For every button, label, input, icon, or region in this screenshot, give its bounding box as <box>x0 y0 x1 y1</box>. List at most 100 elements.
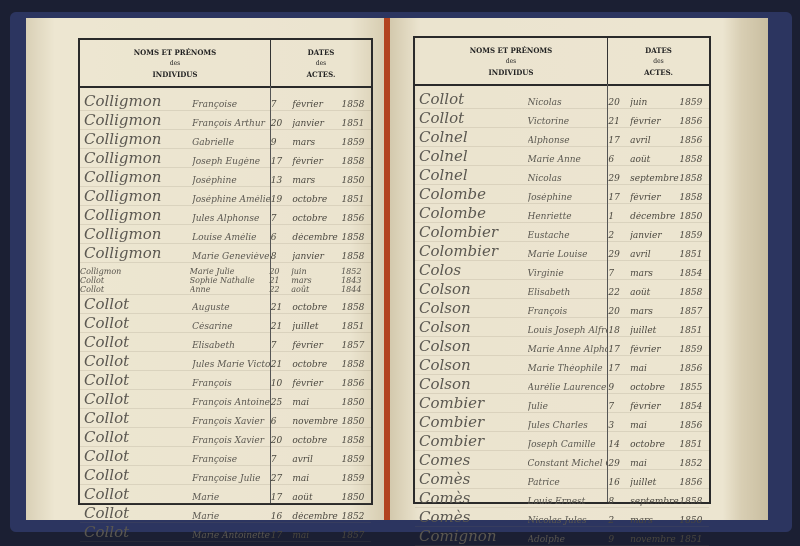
entry-day: 2 <box>608 231 615 241</box>
entry-surname: Colos <box>419 261 462 279</box>
entry-year: 1858 <box>341 436 365 446</box>
table-row: Colnel Alphonse 17 avril 1856 <box>415 128 709 147</box>
entry-surname: Collot <box>84 371 130 389</box>
entry-given: François Xavier <box>192 417 264 427</box>
names-header: NOMS ET PRÉNOMS des INDIVIDUS <box>80 40 271 86</box>
entry-year: 1852 <box>679 459 703 469</box>
entry-month: mars <box>291 276 312 285</box>
entry-year: 1850 <box>341 493 365 503</box>
entry-day: 16 <box>608 478 620 488</box>
table-row: Colos Virginie 7 mars 1854 <box>415 261 709 280</box>
entry-surname: Collot <box>84 390 130 408</box>
entry-month: octobre <box>292 303 328 313</box>
entry-year: 1857 <box>679 307 703 317</box>
table-row: Combier Jules Charles 3 mai 1856 <box>415 413 709 432</box>
entry-day: 6 <box>270 233 277 243</box>
entry-surname: Collot <box>419 90 465 108</box>
entry-surname: Combier <box>419 413 485 431</box>
entry-day: 7 <box>270 214 277 224</box>
table-row: Combier Joseph Camille 14 octobre 1851 <box>415 432 709 451</box>
entry-month: février <box>292 379 323 389</box>
entries-left: Colligmon Françoise 7 février 1858 Colligmon F… <box>80 92 371 542</box>
entry-day: 13 <box>270 176 283 186</box>
entry-surname: Collot <box>84 314 130 332</box>
entry-year: 1850 <box>341 176 365 186</box>
entry-month: octobre <box>630 383 665 393</box>
entry-month: octobre <box>630 440 665 450</box>
entry-given: Marie Anne Alphonsine <box>527 345 609 355</box>
table-row: Colnel Marie Anne 6 août 1858 <box>415 147 709 166</box>
entry-given: Françoise <box>192 455 238 465</box>
entry-given: Marie <box>192 493 220 503</box>
entry-given: Marie Louise <box>527 250 588 260</box>
entry-given: Joséphine <box>192 176 237 186</box>
entry-given: Marie Théophile <box>527 364 603 374</box>
entry-year: 1850 <box>679 212 703 222</box>
entry-year: 1857 <box>341 341 365 351</box>
entry-year: 1859 <box>341 474 365 484</box>
entry-day: 22 <box>269 285 280 294</box>
entry-month: avril <box>630 250 651 260</box>
entry-year: 1855 <box>679 383 703 393</box>
entry-year: 1858 <box>679 193 703 203</box>
entry-day: 21 <box>269 276 280 285</box>
table-row: Colombe Joséphine 17 février 1858 <box>415 185 709 204</box>
entry-surname: Colson <box>419 299 471 317</box>
entry-month: décembre <box>630 212 676 222</box>
table-row: Colligmon Collot Collot Marie Julie Sophie N… <box>80 263 371 295</box>
names-title: NOMS ET PRÉNOMS <box>469 45 553 55</box>
names-individus: INDIVIDUS <box>488 67 534 77</box>
entry-year: 1858 <box>679 174 703 184</box>
entry-given: Jules Alphonse <box>192 214 260 224</box>
entry-surname: Collot <box>419 109 465 127</box>
entry-month: février <box>292 157 323 167</box>
entry-year: 1856 <box>679 478 703 488</box>
table-row: Colson Marie Théophile 17 mai 1856 <box>415 356 709 375</box>
dates-actes: ACTES. <box>306 69 336 79</box>
entry-year: 1859 <box>341 455 365 465</box>
entry-surname: Comignon <box>419 527 497 545</box>
entry-month: octobre <box>292 360 328 370</box>
entry-day: 9 <box>270 138 277 148</box>
entry-year: 1856 <box>679 421 703 431</box>
entry-surname: Comès <box>419 489 471 507</box>
entry-month: mars <box>292 138 316 148</box>
entry-surname: Colligmon <box>84 149 162 167</box>
table-row: Collot Élisabeth 7 février 1857 <box>80 333 371 352</box>
table-row: Collot Auguste 21 octobre 1858 <box>80 295 371 314</box>
entry-given: Marie Geneviève Adélaïde <box>192 252 271 262</box>
entry-day: 20 <box>270 119 283 129</box>
dates-header: DATES des ACTES. <box>608 38 709 84</box>
entry-month: mai <box>630 459 647 469</box>
entry-year: 1858 <box>341 360 365 370</box>
entry-month: février <box>630 402 661 412</box>
entry-year: 1851 <box>341 195 365 205</box>
table-row: Collot Françoise Julie 27 mai 1859 <box>80 466 371 485</box>
table-header: NOMS ET PRÉNOMS des INDIVIDUS DATES des … <box>415 38 709 86</box>
entry-given: François Arthur <box>192 119 265 129</box>
entry-year: 1850 <box>341 417 365 427</box>
entry-year: 1856 <box>679 117 703 127</box>
entry-month: septembre <box>630 497 679 507</box>
entry-month: juin <box>630 98 648 108</box>
table-row: Collot Césarine 21 juillet 1851 <box>80 314 371 333</box>
entry-year: 1850 <box>679 516 703 526</box>
entry-day: 25 <box>270 398 283 408</box>
entry-year: 1851 <box>341 322 365 332</box>
entry-surname: Colligmon <box>84 111 162 129</box>
entry-given: François <box>527 307 568 317</box>
entry-day: 18 <box>608 326 620 336</box>
register-table-right: NOMS ET PRÉNOMS des INDIVIDUS DATES des … <box>413 36 711 546</box>
entry-year: 1858 <box>679 288 703 298</box>
table-row: Collot François Antoine 25 mai 1850 <box>80 390 371 409</box>
entry-given: Gabrielle <box>192 138 235 148</box>
entry-surname: Colligmon <box>84 206 162 224</box>
entry-surname: Collot <box>84 466 130 484</box>
entry-month: mars <box>630 516 653 526</box>
column-divider <box>607 84 608 502</box>
table-row: Colligmon Gabrielle 9 mars 1859 <box>80 130 371 149</box>
entry-given: Auguste <box>192 303 230 313</box>
entry-day: 7 <box>608 269 615 279</box>
entry-given: Joseph Eugène <box>192 157 261 167</box>
entry-surname: Colson <box>419 280 471 298</box>
